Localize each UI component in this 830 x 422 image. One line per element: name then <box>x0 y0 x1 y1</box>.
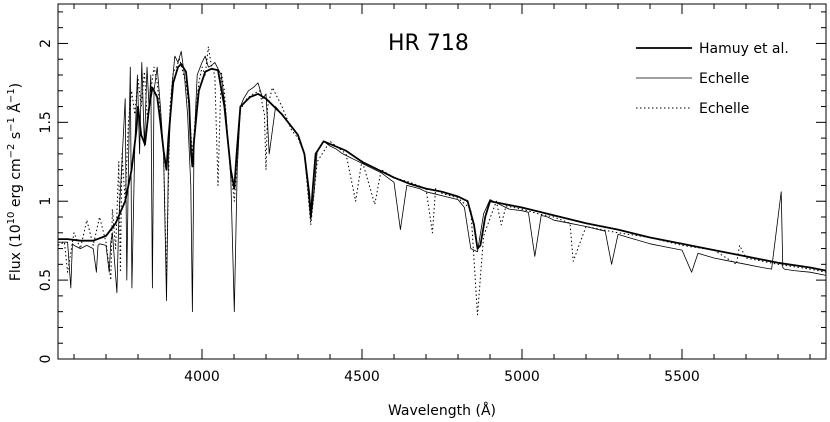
plot-frame <box>57 3 827 360</box>
series-layer <box>57 46 827 316</box>
x-tick-label: 5500 <box>664 369 700 385</box>
x-axis: 4000 4500 5000 5500 <box>73 4 811 385</box>
series-line-thin <box>58 50 827 313</box>
x-axis-label: Wavelength (Å) <box>388 402 496 419</box>
y-axis-label: Flux (1010 erg cm−2 s−1 Å−1) <box>6 83 24 281</box>
legend-label: Hamuy et al. <box>699 41 789 57</box>
legend: Hamuy et al. Echelle Echelle <box>636 41 789 117</box>
series-line-dotted <box>57 46 827 316</box>
chart-title: HR 718 <box>388 31 469 56</box>
y-tick-label: 0 <box>38 355 54 364</box>
y-tick-label: 1.5 <box>38 111 54 133</box>
legend-label: Echelle <box>699 71 749 87</box>
legend-label: Echelle <box>699 101 749 117</box>
y-tick-label: 2 <box>38 39 54 48</box>
y-tick-label: 1 <box>38 197 54 206</box>
x-tick-label: 4500 <box>344 369 380 385</box>
y-tick-label: 0.5 <box>38 269 54 291</box>
x-tick-label: 4000 <box>184 369 220 385</box>
series-line-thick <box>58 63 827 272</box>
y-axis: 0 0.5 1 1.5 2 <box>38 11 826 364</box>
x-tick-label: 5000 <box>504 369 540 385</box>
